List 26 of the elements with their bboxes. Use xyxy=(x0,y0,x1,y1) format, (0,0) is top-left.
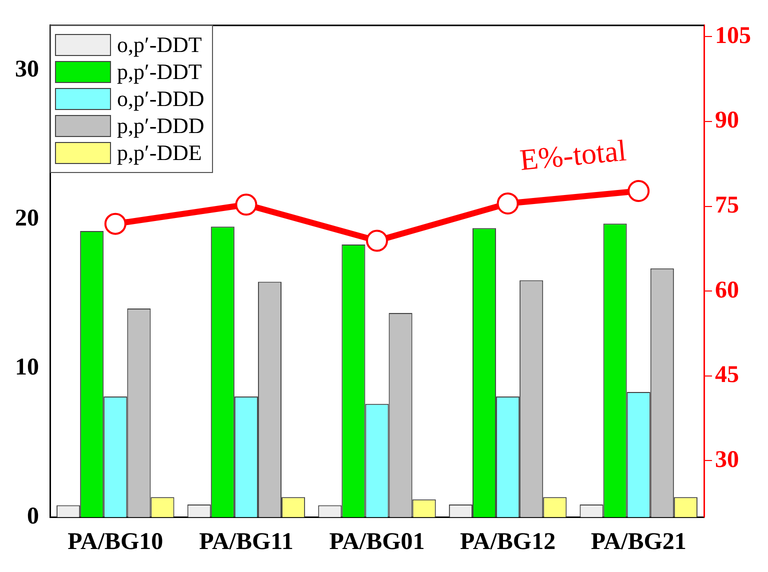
x-tick-label: PA/BG10 xyxy=(68,528,164,555)
x-tick-label: PA/BG21 xyxy=(590,528,686,555)
y-tick-label: 0 xyxy=(27,503,39,530)
point xyxy=(235,194,258,216)
point xyxy=(366,230,388,252)
point xyxy=(628,180,650,202)
y2-tick-label: 60 xyxy=(715,277,739,304)
y2-tick-label: 105 xyxy=(715,22,751,49)
y-tick-label: 30 xyxy=(15,56,39,82)
point xyxy=(104,212,126,235)
y2-tick-label: 90 xyxy=(715,108,739,134)
x-tick-label: PA/BG12 xyxy=(460,528,556,555)
legend-label: p,p′-DDE xyxy=(117,140,202,166)
legend-label: o,p′-DDD xyxy=(117,86,204,112)
legend-label: o,p′-DDT xyxy=(117,32,202,58)
y2-tick-label: 75 xyxy=(715,192,739,218)
legend-label: p,p′-DDD xyxy=(117,113,204,138)
y-tick-label: 10 xyxy=(15,354,39,380)
y-tick-label: 20 xyxy=(15,205,39,232)
point xyxy=(496,192,519,214)
x-tick-label: PA/BG11 xyxy=(199,528,294,555)
legend-label: p,p′-DDT xyxy=(117,59,202,84)
x-tick-label: PA/BG01 xyxy=(329,528,425,555)
text: E%-total xyxy=(518,134,628,178)
y2-tick-label: 45 xyxy=(715,362,739,388)
y2-tick-label: 30 xyxy=(715,446,739,473)
